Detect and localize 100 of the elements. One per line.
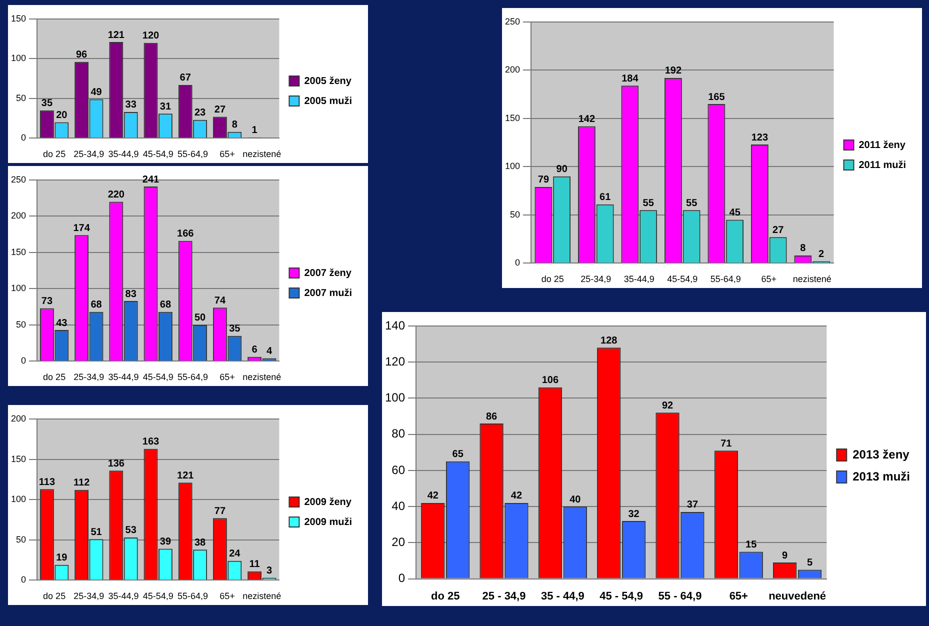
x-tick-label: 35-44,9 [624, 274, 654, 284]
data-label: 121 [177, 470, 194, 482]
data-label: 37 [686, 500, 698, 511]
data-label: 49 [90, 87, 102, 98]
data-label: 174 [73, 222, 90, 234]
data-label: 19 [56, 552, 68, 564]
data-label: 33 [125, 100, 137, 111]
data-label: 77 [214, 506, 226, 517]
data-label: 96 [76, 50, 88, 61]
x-tick-label: 35-44,9 [108, 372, 139, 382]
data-label: 5 [806, 558, 813, 569]
y-tick-label: 40 [392, 498, 406, 513]
x-tick-label: 55-64,9 [177, 149, 208, 160]
x-tick-label: 35-44,9 [108, 591, 139, 602]
x-tick-label: do 25 [43, 591, 66, 602]
x-tick-label: do 25 [541, 274, 564, 284]
y-tick-label: 100 [10, 53, 26, 64]
data-label: 35 [41, 98, 53, 110]
data-label: 163 [142, 436, 160, 448]
x-tick-label: 45-54,9 [667, 274, 698, 284]
data-label: 241 [142, 174, 160, 186]
data-label: 165 [708, 92, 726, 103]
data-label: 142 [578, 114, 596, 125]
data-label: 136 [108, 458, 125, 470]
x-tick-label: 45-54,9 [142, 372, 174, 382]
x-tick-label: 25-34,9 [580, 274, 612, 284]
data-label: 67 [180, 72, 192, 84]
x-tick-label: 35-44,9 [108, 149, 139, 160]
data-label: 42 [427, 490, 439, 502]
x-tick-label: 55 - 64,9 [658, 590, 702, 602]
y-tick-label: 100 [384, 390, 406, 405]
data-label: 3 [266, 566, 272, 577]
data-label: 121 [108, 30, 125, 41]
data-label: 73 [41, 296, 53, 308]
data-label: 45 [729, 208, 741, 219]
data-label: 55 [642, 198, 654, 209]
data-label: 79 [538, 174, 550, 186]
x-tick-label: 25-34,9 [74, 372, 104, 382]
x-tick-label: 45-54,9 [142, 149, 174, 160]
x-tick-label: 45 - 54,9 [600, 590, 644, 602]
data-label: 83 [125, 288, 137, 300]
y-tick-label: 200 [10, 210, 26, 221]
data-label: 106 [542, 375, 559, 386]
data-label: 113 [38, 476, 56, 488]
y-tick-label: 200 [504, 64, 520, 75]
legend-label: 2007 ženy [304, 268, 352, 279]
legend-label: 2013 ženy [852, 447, 910, 462]
data-label: 4 [266, 346, 272, 358]
x-tick-label: do 25 [43, 149, 66, 160]
data-label: 32 [628, 508, 640, 520]
data-label: 8 [800, 243, 806, 254]
x-tick-label: 65+ [220, 372, 235, 382]
x-tick-label: nezistené [242, 591, 282, 602]
x-tick-label: 35 - 44,9 [540, 590, 584, 602]
y-tick-label: 150 [10, 454, 26, 464]
x-tick-label: 65+ [761, 274, 777, 284]
y-tick-label: 0 [515, 258, 520, 268]
data-label: 68 [90, 300, 102, 311]
data-label: 123 [751, 132, 768, 144]
data-label: 27 [772, 224, 784, 236]
y-tick-label: 120 [384, 354, 406, 368]
data-label: 15 [746, 539, 758, 550]
x-tick-label: 55-64,9 [177, 372, 208, 382]
legend-label: 2007 muži [304, 288, 352, 299]
y-tick-label: 150 [10, 246, 26, 257]
x-tick-label: 65+ [220, 591, 235, 602]
data-label: 128 [600, 335, 618, 346]
data-label: 27 [214, 104, 226, 116]
legend-label: 2005 ženy [304, 76, 352, 87]
legend-label: 2009 muži [304, 516, 352, 528]
x-tick-label: neuvedené [768, 590, 826, 602]
y-tick-label: 50 [16, 92, 26, 103]
x-tick-label: nezistené [242, 372, 282, 382]
data-label: 40 [570, 494, 582, 506]
data-label: 55 [686, 198, 698, 209]
data-label: 11 [249, 559, 260, 570]
data-label: 65 [452, 449, 464, 460]
data-label: 184 [622, 73, 639, 84]
x-tick-label: 65+ [729, 590, 748, 602]
y-tick-label: 50 [510, 209, 520, 220]
y-tick-label: 50 [16, 319, 26, 330]
y-tick-label: 150 [504, 112, 520, 123]
data-label: 31 [160, 101, 172, 112]
x-tick-label: 25-34,9 [74, 149, 104, 160]
data-label: 35 [229, 324, 241, 335]
x-tick-label: 55-64,9 [710, 274, 741, 284]
data-label: 51 [90, 526, 102, 538]
data-label: 112 [73, 478, 90, 489]
legend-label: 2005 muži [304, 96, 352, 107]
data-label: 74 [214, 295, 226, 306]
data-label: 1 [252, 125, 258, 136]
data-label: 24 [229, 548, 241, 560]
y-tick-label: 50 [16, 534, 26, 544]
data-label: 43 [56, 318, 68, 329]
x-tick-label: 45-54,9 [142, 591, 174, 602]
data-label: 39 [160, 536, 172, 548]
y-tick-label: 0 [21, 574, 26, 585]
data-label: 220 [108, 189, 125, 200]
y-tick-label: 0 [21, 132, 26, 143]
x-tick-label: 65+ [220, 149, 235, 160]
